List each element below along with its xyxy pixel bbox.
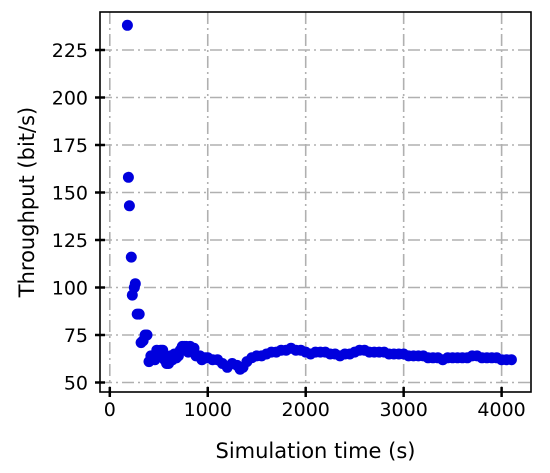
data-point xyxy=(141,329,153,341)
y-tick-label: 225 xyxy=(52,40,88,62)
x-tick-label: 2000 xyxy=(282,399,330,421)
data-point xyxy=(121,19,133,31)
x-tick-label: 0 xyxy=(104,399,116,421)
data-point xyxy=(125,251,137,263)
x-axis-label: Simulation time (s) xyxy=(216,439,416,463)
axis-ticks xyxy=(95,48,503,397)
x-tick-label: 4000 xyxy=(477,399,525,421)
tick-labels: 0 1000 2000 3000 4000 50 75 100 125 150 175 200 225 xyxy=(52,40,526,421)
plot-area-frame xyxy=(99,11,532,393)
data-point xyxy=(157,344,169,356)
y-tick-label: 175 xyxy=(52,135,88,157)
data-point xyxy=(122,171,134,183)
y-tick-label: 100 xyxy=(52,278,88,300)
y-tick-label: 125 xyxy=(52,230,88,252)
y-tick-label: 200 xyxy=(52,88,88,110)
data-point xyxy=(123,200,135,212)
y-tick-label: 75 xyxy=(64,325,88,347)
y-tick-label: 50 xyxy=(64,373,88,395)
x-tick-label: 1000 xyxy=(184,399,232,421)
y-tick-label: 150 xyxy=(52,183,88,205)
data-point xyxy=(505,354,517,366)
grid xyxy=(100,12,531,392)
data-point xyxy=(129,278,141,290)
y-axis-label: Throughput (bit/s) xyxy=(15,107,39,298)
data-point xyxy=(133,308,145,320)
x-tick-label: 3000 xyxy=(379,399,427,421)
data-points xyxy=(121,19,517,375)
